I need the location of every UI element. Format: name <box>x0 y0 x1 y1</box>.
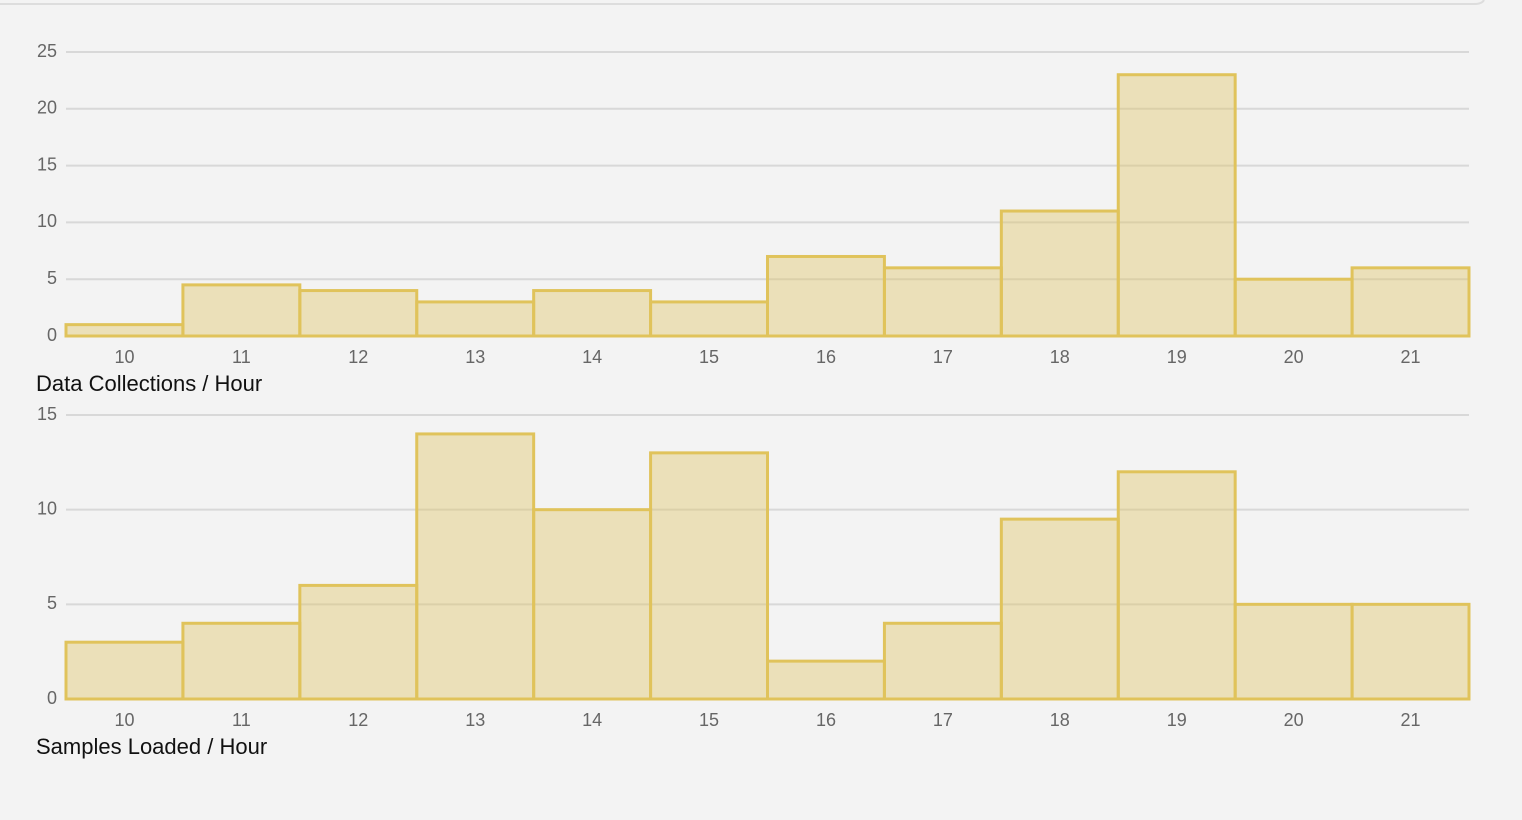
x-tick-label: 20 <box>1284 710 1304 730</box>
bar <box>766 659 886 701</box>
chart-title: Samples Loaded / Hour <box>36 734 267 759</box>
x-tick-label: 16 <box>816 710 836 730</box>
x-tick-label: 10 <box>114 710 134 730</box>
bar <box>649 300 769 338</box>
x-tick-label: 21 <box>1401 710 1421 730</box>
bar <box>1116 73 1237 338</box>
y-tick-label: 10 <box>37 498 57 518</box>
bar <box>766 254 886 338</box>
y-tick-label: 0 <box>47 325 57 345</box>
x-tick-label: 10 <box>114 347 134 367</box>
x-tick-label: 14 <box>582 347 602 367</box>
y-tick-label: 25 <box>37 41 57 61</box>
bar <box>999 517 1120 701</box>
x-tick-label: 15 <box>699 347 719 367</box>
bar <box>181 621 302 701</box>
bar <box>882 266 1003 338</box>
y-tick-label: 5 <box>47 268 57 288</box>
x-tick-label: 15 <box>699 710 719 730</box>
x-tick-label: 16 <box>816 347 836 367</box>
x-tick-label: 17 <box>933 347 953 367</box>
bar <box>649 451 769 701</box>
bar <box>999 209 1120 338</box>
y-tick-label: 15 <box>37 404 57 424</box>
x-tick-label: 13 <box>465 710 485 730</box>
x-tick-label: 13 <box>465 347 485 367</box>
bar <box>298 583 419 701</box>
bar <box>1350 602 1471 701</box>
bar <box>64 640 185 701</box>
bar <box>532 508 653 701</box>
bar <box>64 323 185 338</box>
x-tick-label: 19 <box>1167 347 1187 367</box>
y-tick-label: 0 <box>47 688 57 708</box>
x-tick-label: 19 <box>1167 710 1187 730</box>
x-tick-label: 12 <box>348 710 368 730</box>
bar <box>882 621 1003 701</box>
x-tick-label: 11 <box>232 347 251 367</box>
bar <box>298 289 419 338</box>
bar <box>1350 266 1471 338</box>
x-tick-label: 12 <box>348 347 368 367</box>
x-tick-label: 11 <box>232 710 251 730</box>
bar <box>532 289 653 338</box>
bar <box>415 300 536 338</box>
y-tick-label: 15 <box>37 154 57 174</box>
x-tick-label: 18 <box>1050 347 1070 367</box>
bar <box>1116 470 1237 701</box>
x-tick-label: 18 <box>1050 710 1070 730</box>
y-tick-label: 5 <box>47 593 57 613</box>
chart-title: Data Collections / Hour <box>36 371 262 396</box>
bar <box>1233 602 1354 701</box>
bar <box>181 283 302 338</box>
x-tick-label: 14 <box>582 710 602 730</box>
y-tick-label: 20 <box>37 98 57 118</box>
x-tick-label: 17 <box>933 710 953 730</box>
card-border <box>0 0 1485 5</box>
y-tick-label: 10 <box>37 211 57 231</box>
bar <box>1233 277 1354 338</box>
x-tick-label: 20 <box>1284 347 1304 367</box>
bar <box>415 432 536 701</box>
x-tick-label: 21 <box>1401 347 1421 367</box>
